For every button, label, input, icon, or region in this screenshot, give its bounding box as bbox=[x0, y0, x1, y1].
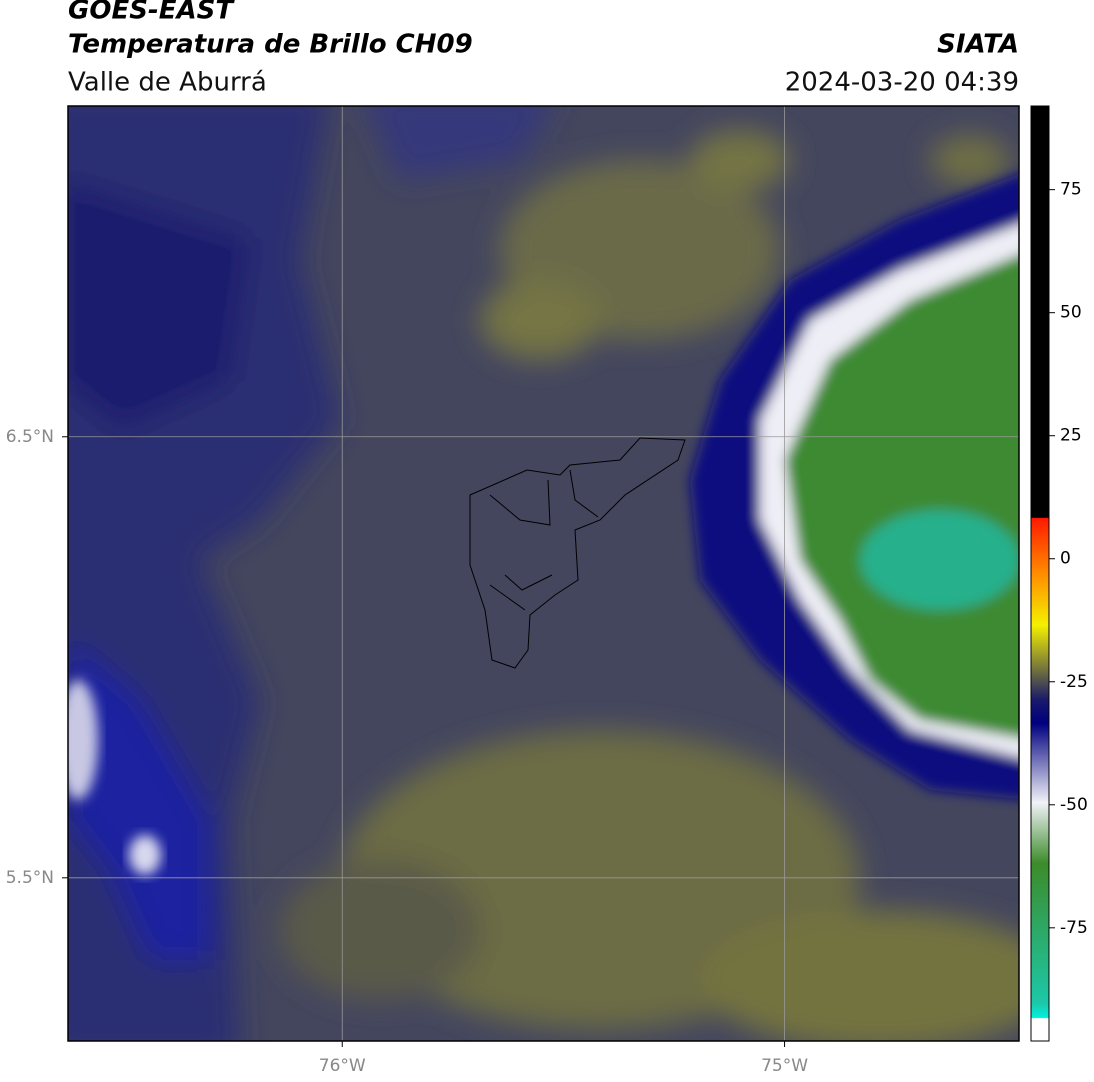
colorbar-tick-label: -75 bbox=[1060, 918, 1088, 938]
colorbar-tick-label: 0 bbox=[1060, 549, 1071, 569]
satellite-image bbox=[68, 106, 1019, 1041]
x-tick-label: 76°W bbox=[319, 1056, 366, 1076]
source: SIATA bbox=[937, 30, 1019, 60]
y-tick-label: 6.5°N bbox=[6, 427, 54, 447]
colorbar-tick-label: -50 bbox=[1060, 795, 1088, 815]
datetime: 2024-03-20 04:39 bbox=[785, 68, 1019, 98]
x-tick-label: 75°W bbox=[761, 1056, 808, 1076]
subtitle: Temperatura de Brillo CH09 bbox=[68, 30, 473, 60]
colorbar-tick-label: 50 bbox=[1060, 303, 1082, 323]
colorbar-tick-label: 25 bbox=[1060, 426, 1082, 446]
y-tick-label: 5.5°N bbox=[6, 868, 54, 888]
colorbar bbox=[1030, 105, 1050, 1042]
region: Valle de Aburrá bbox=[68, 68, 267, 98]
map-frame bbox=[67, 105, 1020, 1042]
colorbar-tick-label: 75 bbox=[1060, 180, 1082, 200]
map-grid bbox=[68, 106, 1019, 1041]
colorbar-tick-label: -25 bbox=[1060, 672, 1088, 692]
title: GOES-EAST bbox=[68, 0, 235, 26]
